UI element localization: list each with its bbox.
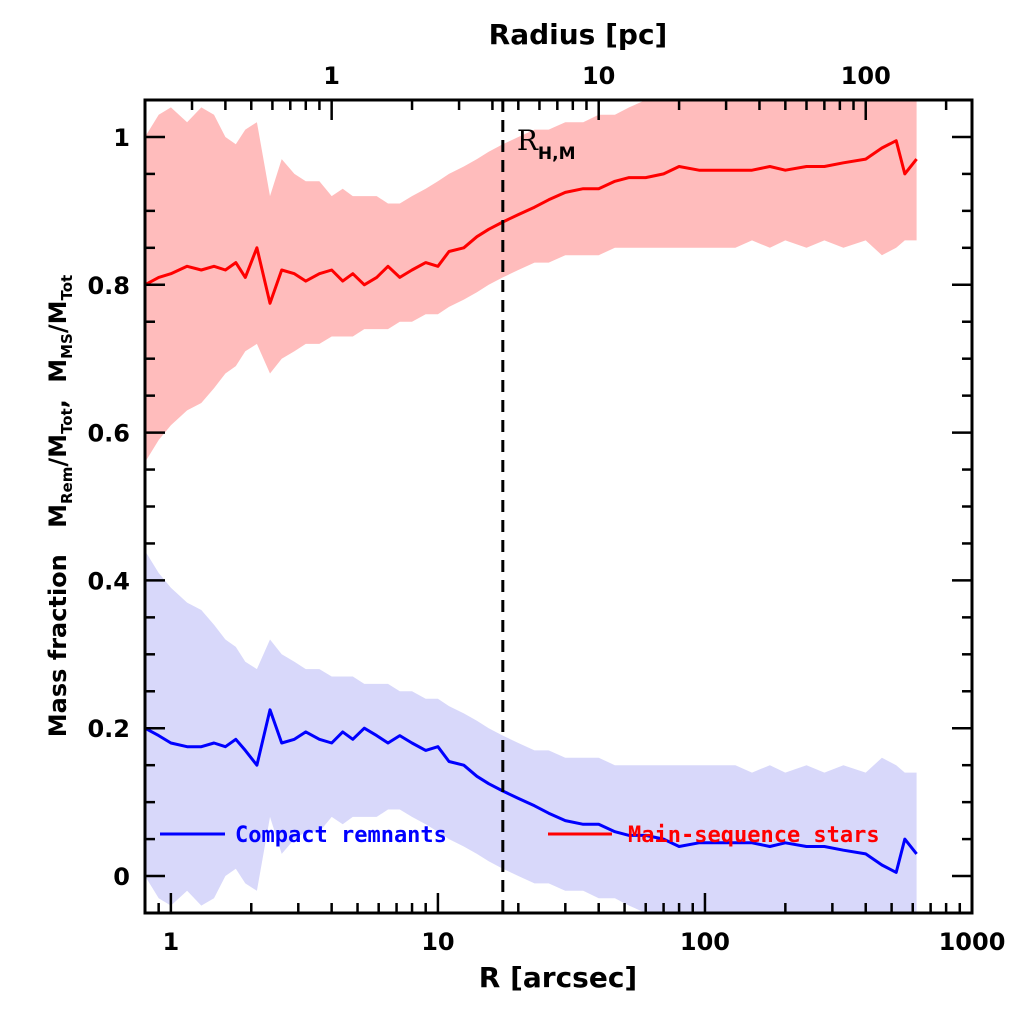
legend: Compact remnants Main-sequence stars	[160, 823, 880, 848]
plot-frame	[143, 98, 974, 915]
y-tick-label: 0.4	[87, 567, 130, 595]
y-label-m3: M	[44, 359, 72, 383]
half-mass-radius-marker: RH,M	[501, 100, 576, 913]
x-tick-label: 10	[421, 928, 454, 956]
band-1	[145, 550, 917, 913]
y-tick-label: 0.6	[87, 420, 130, 448]
band-0	[145, 100, 917, 463]
uncertainty-bands	[145, 100, 917, 913]
x-top-tick-label: 1	[323, 62, 340, 90]
y-label-comma: ,	[44, 399, 72, 408]
y-label-s1: Rem	[58, 467, 76, 504]
y-label-lead: Mass fraction	[44, 554, 72, 737]
y-tick-label: 0.8	[87, 272, 130, 300]
legend-label-1: Main-sequence stars	[628, 823, 880, 848]
y-label-s4: Tot	[58, 275, 76, 301]
y-label-sep2: /	[44, 324, 72, 333]
half-mass-radius-label: RH,M	[517, 124, 576, 164]
x-axis-top-label: Radius [pc]	[489, 18, 668, 51]
series-lines	[145, 139, 918, 874]
y-label-sep1: /	[44, 458, 72, 467]
x-axis-label: R [arcsec]	[479, 961, 637, 994]
y-label-m2: M	[44, 434, 72, 458]
x-tick-label: 100	[680, 928, 730, 956]
x-top-tick-label: 100	[841, 62, 891, 90]
legend-label-0: Compact remnants	[235, 823, 447, 848]
y-label-s3: MS	[58, 333, 76, 359]
y-tick-label: 0	[113, 863, 130, 891]
y-axis-label: Mass fraction MRem/MTot, MMS/MTot	[44, 275, 76, 737]
y-label-m1: M	[44, 504, 72, 528]
y-label-m4: M	[44, 300, 72, 324]
y-tick-label: 1	[113, 124, 130, 152]
x-tick-label: 1000	[939, 928, 1006, 956]
series-line-0	[145, 139, 918, 305]
x-tick-label: 1	[163, 928, 180, 956]
y-label-s2: Tot	[58, 408, 76, 434]
y-tick-label: 0.2	[87, 715, 130, 743]
series-line-1	[145, 708, 918, 874]
x-top-tick-label: 10	[582, 62, 615, 90]
